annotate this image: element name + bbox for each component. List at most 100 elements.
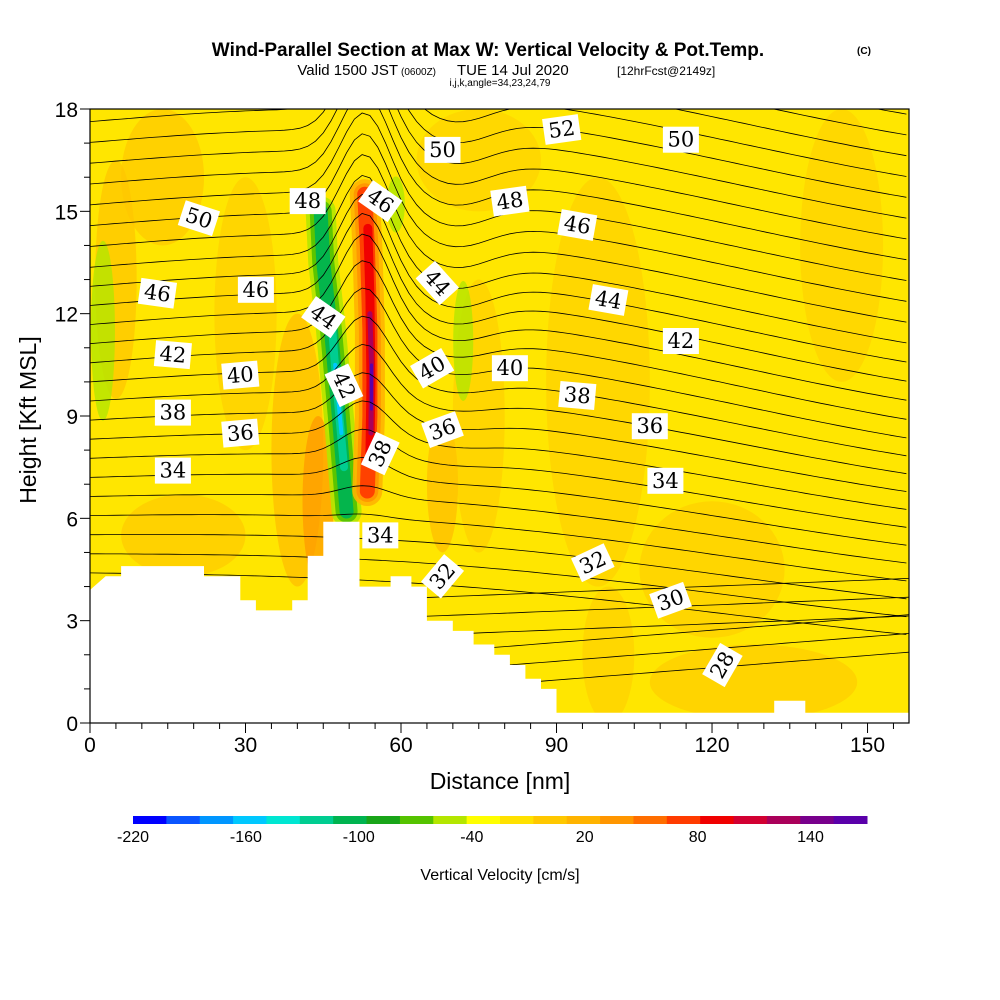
contour-label: 46: [137, 277, 178, 309]
colorbar-swatch: [233, 816, 267, 824]
colorbar-swatch: [433, 816, 468, 824]
colorbar-swatch: [566, 816, 601, 824]
contour-label-box: [542, 114, 582, 145]
colorbar-swatch: [199, 816, 234, 824]
contour-label-text: 38: [563, 382, 592, 408]
contour-label-text: 50: [429, 138, 456, 162]
colorbar-swatch: [733, 816, 768, 824]
colorbar-tick-label: 140: [797, 829, 824, 846]
x-tick-label: 90: [545, 734, 568, 757]
contour-label-box: [420, 554, 465, 599]
contour-label-text: 44: [593, 286, 623, 314]
x-axis: 0 30 60 90 120 150: [84, 723, 894, 757]
contour-label: 46: [557, 209, 598, 241]
colorbar-swatch: [166, 816, 201, 824]
contour-label: 42: [153, 340, 192, 370]
colorbar: -220 -160 -100 -40 20 80 140: [117, 816, 868, 846]
theta-contour: [90, 260, 907, 420]
contour-label-box: [237, 276, 274, 303]
colorbar-swatch: [366, 816, 401, 824]
theta-contour: [90, 553, 907, 618]
contour-label-box: [362, 522, 399, 549]
field-patch: [582, 586, 635, 723]
contour-label: 40: [221, 360, 260, 390]
colorbar-swatch: [633, 816, 668, 824]
contour-label: 40: [491, 355, 528, 382]
contour-label-text: 36: [636, 414, 663, 438]
theta-contour: [90, 372, 907, 492]
theta-contour: [90, 194, 907, 363]
colorbar-swatch: [833, 816, 868, 824]
colorbar-swatch: [800, 816, 835, 824]
theta-contour: [90, 109, 907, 240]
theta-contour: [90, 456, 907, 546]
x-tick-label: 150: [850, 734, 885, 757]
contour-label-box: [647, 467, 684, 494]
y-tick-label: 18: [55, 99, 78, 122]
contour-label-text: 42: [668, 329, 695, 353]
colorbar-swatch: [299, 816, 334, 824]
colorbar-swatch: [333, 816, 368, 824]
colorbar-swatch: [600, 816, 634, 824]
theta-contour: [90, 485, 907, 564]
y-tick-label: 9: [66, 406, 78, 429]
theta-contour: [90, 133, 907, 302]
colorbar-tick-label: -100: [343, 829, 375, 846]
title-block: Wind-Parallel Section at Max W: Vertical…: [212, 40, 871, 89]
section-info: i,j,k,angle=34,23,24,79: [450, 78, 551, 89]
x-tick-label: 120: [695, 734, 730, 757]
y-axis-label: Height [Kft MSL]: [15, 336, 41, 503]
contour-label: 48: [289, 188, 326, 215]
contour-label-box: [221, 360, 260, 390]
theta-contour: [90, 534, 907, 600]
contour-label-text: 40: [226, 362, 255, 388]
contour-label-text: 34: [652, 469, 679, 493]
contour-label: 36: [221, 418, 260, 448]
contour-label-text: 42: [159, 341, 188, 367]
contour-label-box: [415, 260, 460, 306]
contour-label-box: [424, 136, 461, 163]
contour-label-text: 34: [160, 459, 187, 483]
contour-label-box: [153, 340, 192, 370]
contour-label-box: [324, 363, 364, 408]
contour-label: 36: [631, 413, 668, 440]
contour-label: 42: [324, 363, 364, 408]
contour-label-box: [557, 209, 598, 241]
field-patch: [546, 177, 650, 587]
colorbar-swatch: [766, 816, 801, 824]
contour-label: 34: [362, 522, 399, 549]
contour-label-text: 52: [547, 116, 577, 143]
contour-label: 50: [177, 200, 221, 237]
x-tick-label: 60: [389, 734, 412, 757]
chart-title: Wind-Parallel Section at Max W: Vertical…: [212, 40, 764, 61]
x-axis-label: Distance [nm]: [430, 768, 571, 794]
colorbar-tick-label: 80: [689, 829, 707, 846]
theta-contour: [90, 112, 907, 281]
theta-contour: [90, 572, 907, 635]
colorbar-label: Vertical Velocity [cm/s]: [420, 867, 579, 884]
theta-contour: [673, 109, 907, 157]
contour-label-text: 46: [142, 279, 172, 306]
theta-contour: [90, 154, 907, 323]
potential-temperature-contours: [90, 109, 909, 693]
terrain-profile: [90, 521, 909, 723]
contour-label-box: [491, 355, 528, 382]
contour-label: 38: [558, 380, 597, 411]
contour-label: 50: [424, 136, 461, 163]
theta-contour: [400, 615, 909, 637]
contour-label: 44: [588, 284, 629, 316]
contour-label-box: [177, 200, 221, 237]
contour-label-text: 36: [226, 420, 255, 446]
contour-label-text: 40: [497, 356, 524, 380]
contour-label-box: [588, 284, 629, 316]
colorbar-swatch: [666, 816, 701, 824]
colorbar-tick-label: -220: [117, 829, 149, 846]
y-tick-label: 6: [66, 508, 78, 531]
contour-label-text: 46: [562, 211, 592, 239]
x-tick-label: 30: [234, 734, 257, 757]
contour-label-text: 38: [160, 401, 187, 425]
contour-label: 48: [490, 185, 530, 217]
contour-label-box: [221, 418, 260, 448]
